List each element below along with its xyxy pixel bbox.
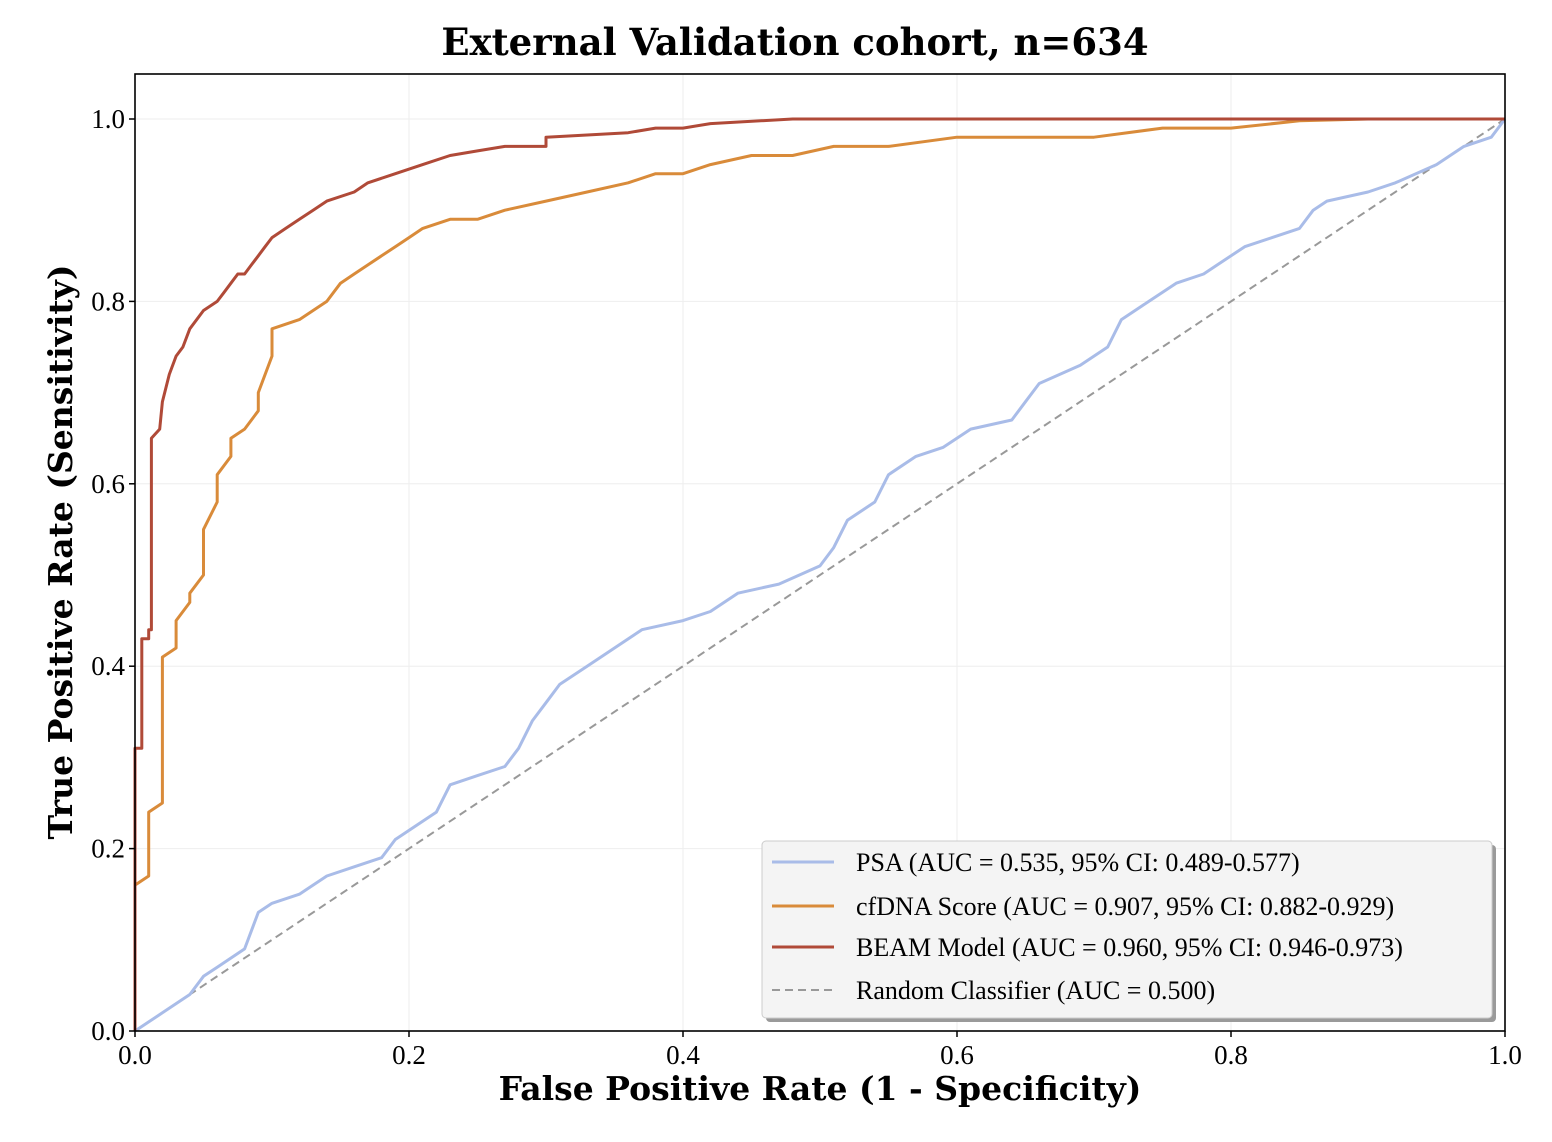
x-tick-label: 0.2 <box>392 1040 426 1070</box>
series-line-random-classifier <box>134 118 1506 1032</box>
x-tick-label: 1.0 <box>1488 1040 1522 1070</box>
x-tick-label: 0.8 <box>1214 1040 1248 1070</box>
y-tick-label: 0.6 <box>91 469 125 499</box>
legend: PSA (AUC = 0.535, 95% CI: 0.489-0.577) cf… <box>761 840 1496 1022</box>
y-axis-label: True Positive Rate (Sensitivity) <box>41 265 80 840</box>
legend-box <box>761 840 1493 1019</box>
x-tick-label: 0.0 <box>118 1040 152 1070</box>
x-tick-label: 0.6 <box>940 1040 974 1070</box>
axis-ticks: 0.0 0.2 0.4 0.6 0.8 1.0 0.0 0.2 0.4 0.6 0.8 1.0 <box>91 104 1522 1070</box>
series-line-beam-model <box>133 117 1505 1031</box>
series-layer <box>133 117 1507 1033</box>
series-line-cfdna-score <box>133 117 1505 1031</box>
series-line-psa <box>134 118 1507 1033</box>
legend-label: PSA (AUC = 0.535, 95% CI: 0.489-0.577) <box>856 848 1300 877</box>
y-tick-label: 0.8 <box>91 286 125 316</box>
y-tick-label: 0.0 <box>91 1016 125 1046</box>
legend-label: Random Classifier (AUC = 0.500) <box>856 976 1215 1005</box>
y-tick-label: 1.0 <box>91 104 125 134</box>
y-tick-label: 0.4 <box>91 651 125 681</box>
legend-label: BEAM Model (AUC = 0.960, 95% CI: 0.946-0… <box>856 933 1403 962</box>
chart-title: External Validation cohort, n=634 <box>441 20 1148 64</box>
legend-label: cfDNA Score (AUC = 0.907, 95% CI: 0.882-… <box>856 892 1394 921</box>
x-axis-label: False Positive Rate (1 - Specificity) <box>499 1069 1142 1108</box>
grid-lines <box>134 74 1506 1032</box>
x-tick-label: 0.4 <box>666 1040 700 1070</box>
plot-frame <box>134 73 1506 1032</box>
y-tick-label: 0.2 <box>91 834 125 864</box>
